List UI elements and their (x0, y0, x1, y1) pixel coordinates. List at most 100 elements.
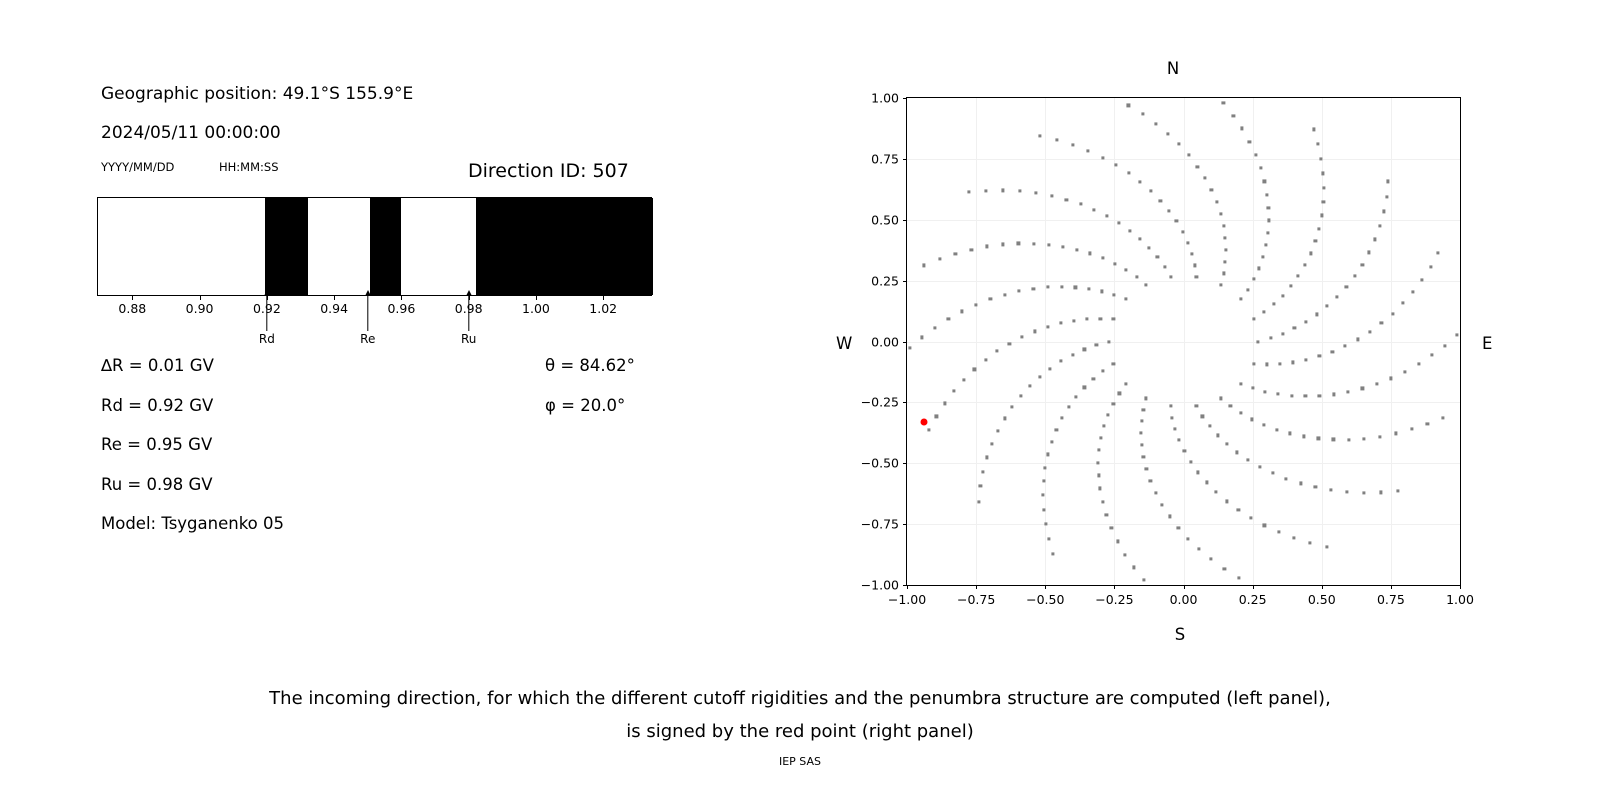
direction-point (1224, 248, 1228, 252)
direction-point (1332, 392, 1336, 396)
direction-point (1060, 416, 1064, 420)
direction-point (1316, 142, 1320, 146)
direction-point (1073, 285, 1077, 289)
x-tick-label: 0.25 (1238, 592, 1267, 607)
direction-point (1200, 414, 1205, 418)
footer-credit: IEP SAS (778, 755, 822, 768)
direction-point (908, 346, 912, 350)
direction-point (1002, 416, 1007, 420)
angle-parameter-text: θ = 84.62° (545, 356, 635, 375)
direction-point (1075, 247, 1079, 252)
direction-point (1046, 325, 1050, 329)
direction-point (1003, 292, 1007, 297)
direction-point (1411, 290, 1415, 294)
direction-point (1264, 243, 1268, 247)
direction-point (1001, 188, 1005, 192)
arrow-shaft (266, 294, 268, 331)
y-tick (903, 341, 907, 343)
direction-point (1101, 369, 1105, 373)
direction-point (1320, 213, 1324, 217)
direction-point (946, 317, 951, 321)
penumbra-band-forbidden (264, 198, 309, 295)
direction-point (1252, 277, 1256, 281)
direction-point (1368, 330, 1372, 334)
direction-point (1034, 191, 1038, 195)
direction-point (1353, 274, 1357, 278)
direction-point (1258, 465, 1262, 469)
direction-point (1360, 263, 1365, 267)
parameter-text: Rd = 0.92 GV (101, 395, 214, 415)
direction-point (1182, 449, 1186, 453)
direction-point (1174, 219, 1178, 223)
direction-point (1194, 275, 1199, 279)
direction-point (1239, 382, 1243, 386)
y-tick-label: −0.25 (860, 394, 899, 410)
direction-point (1204, 480, 1209, 485)
direction-point (934, 414, 939, 418)
direction-point (1195, 165, 1199, 169)
direction-point (1170, 415, 1174, 420)
y-tick (903, 585, 907, 586)
direction-point (1296, 274, 1300, 278)
y-tick (903, 524, 907, 526)
figure-caption: The incoming direction, for which the di… (0, 682, 1600, 748)
direction-point (1441, 415, 1445, 420)
direction-point (1149, 189, 1153, 193)
direction-point (1140, 443, 1144, 447)
direction-point (1028, 384, 1032, 388)
direction-point (1317, 354, 1321, 358)
direction-point (1100, 289, 1104, 294)
direction-point (1384, 195, 1389, 199)
direction-point (1087, 287, 1091, 291)
direction-point (1106, 412, 1110, 417)
direction-point (1223, 236, 1227, 240)
direction-point (1082, 347, 1086, 352)
direction-point (1430, 353, 1434, 357)
direction-point (1144, 467, 1148, 471)
direction-point (1138, 237, 1142, 241)
penumbra-x-tick-label: 0.88 (118, 301, 147, 316)
direction-point (1436, 251, 1440, 255)
direction-point (1197, 547, 1201, 551)
direction-point (1308, 541, 1312, 545)
direction-point (1394, 431, 1398, 435)
direction-point (1236, 576, 1241, 580)
direction-point (1085, 317, 1089, 321)
direction-point (990, 442, 994, 446)
x-tick-label: −0.25 (1095, 592, 1134, 607)
direction-point (1262, 423, 1266, 427)
x-tick (1252, 585, 1254, 589)
direction-point (1221, 101, 1226, 105)
parameter-text: ∆R = 0.01 GV (101, 356, 214, 375)
direction-point (1177, 142, 1181, 146)
direction-point (1246, 287, 1250, 292)
direction-point (1071, 143, 1075, 147)
penumbra-marker-label: Re (360, 332, 376, 346)
direction-point (1186, 241, 1190, 245)
direction-point (984, 188, 988, 193)
direction-point (1203, 176, 1207, 180)
direction-point (1096, 473, 1101, 477)
penumbra-x-tick (132, 296, 134, 300)
direction-point (1114, 163, 1118, 167)
selected-direction-point[interactable] (920, 418, 928, 426)
direction-point (1252, 362, 1256, 366)
direction-point (1362, 436, 1366, 441)
direction-point (1250, 417, 1254, 422)
direction-point (1123, 552, 1127, 557)
direction-point (1109, 526, 1113, 530)
direction-point (962, 378, 966, 382)
direction-point (1111, 362, 1115, 366)
direction-point (1193, 263, 1197, 268)
direction-point (1302, 434, 1306, 439)
direction-point (1313, 485, 1318, 489)
direction-point (1315, 312, 1319, 316)
x-tick (976, 585, 978, 589)
penumbra-x-tick-label: 1.00 (522, 301, 550, 316)
angle-parameter-text: φ = 20.0° (545, 395, 626, 415)
direction-point (1221, 224, 1226, 228)
direction-point (1389, 376, 1393, 380)
direction-point (1271, 302, 1276, 306)
direction-point (1278, 362, 1282, 366)
direction-point (1298, 481, 1303, 485)
